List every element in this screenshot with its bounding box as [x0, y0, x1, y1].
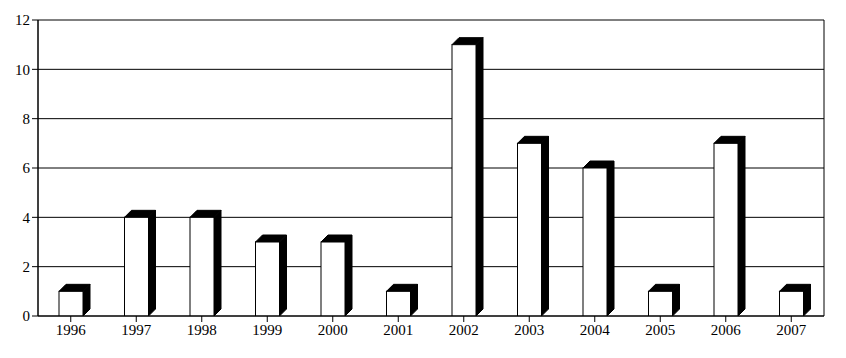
svg-text:2006: 2006: [711, 322, 742, 338]
svg-text:2005: 2005: [645, 322, 675, 338]
svg-text:2000: 2000: [318, 322, 348, 338]
svg-text:2003: 2003: [514, 322, 544, 338]
svg-text:1996: 1996: [56, 322, 87, 338]
svg-text:1997: 1997: [121, 322, 152, 338]
svg-text:10: 10: [15, 62, 30, 78]
svg-text:0: 0: [23, 308, 31, 324]
svg-text:2001: 2001: [383, 322, 413, 338]
svg-text:2: 2: [23, 259, 31, 275]
svg-text:2007: 2007: [776, 322, 807, 338]
svg-text:1998: 1998: [187, 322, 217, 338]
svg-text:2004: 2004: [580, 322, 611, 338]
svg-text:4: 4: [23, 210, 31, 226]
svg-text:6: 6: [23, 160, 31, 176]
svg-text:12: 12: [15, 12, 30, 28]
svg-text:8: 8: [23, 111, 31, 127]
svg-text:2002: 2002: [449, 322, 479, 338]
svg-text:1999: 1999: [252, 322, 282, 338]
